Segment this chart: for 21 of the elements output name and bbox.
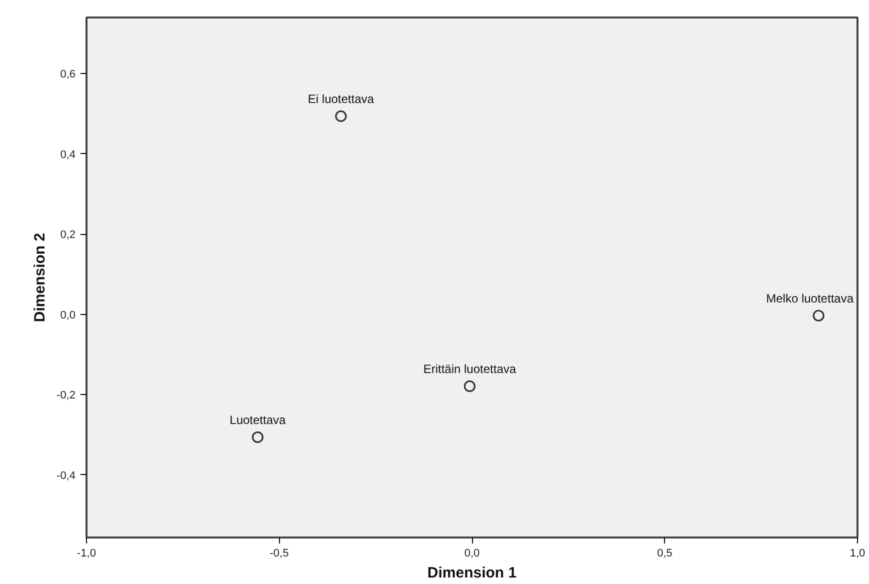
x-tick-label: 1,0 [850, 548, 866, 560]
x-tick-label: -1,0 [77, 548, 96, 560]
annotation: Erittäin luotettava [423, 362, 516, 376]
point [252, 431, 264, 443]
x-tick-label: -0,5 [270, 548, 289, 560]
x-axis-title: Dimension 1 [427, 564, 517, 582]
annotation: Melko luotettava [766, 292, 854, 306]
y-axis-title: Dimension 2 [32, 232, 49, 322]
y-tick-label: 0,0 [60, 309, 76, 322]
y-tick-label: 0,6 [60, 68, 76, 81]
point [335, 110, 347, 122]
point [464, 380, 476, 392]
y-tick-label: -0,4 [56, 470, 76, 482]
point [812, 310, 824, 322]
y-tick-label: 0,4 [60, 148, 76, 161]
y-tick-label: -0,2 [56, 390, 76, 402]
y-tick-label: 0,2 [60, 229, 76, 242]
x-tick-label: 0,5 [657, 548, 672, 560]
annotation: Luotettava [230, 413, 286, 428]
x-tick-label: 0,0 [464, 548, 480, 560]
annotation: Ei luotettava [308, 92, 374, 106]
